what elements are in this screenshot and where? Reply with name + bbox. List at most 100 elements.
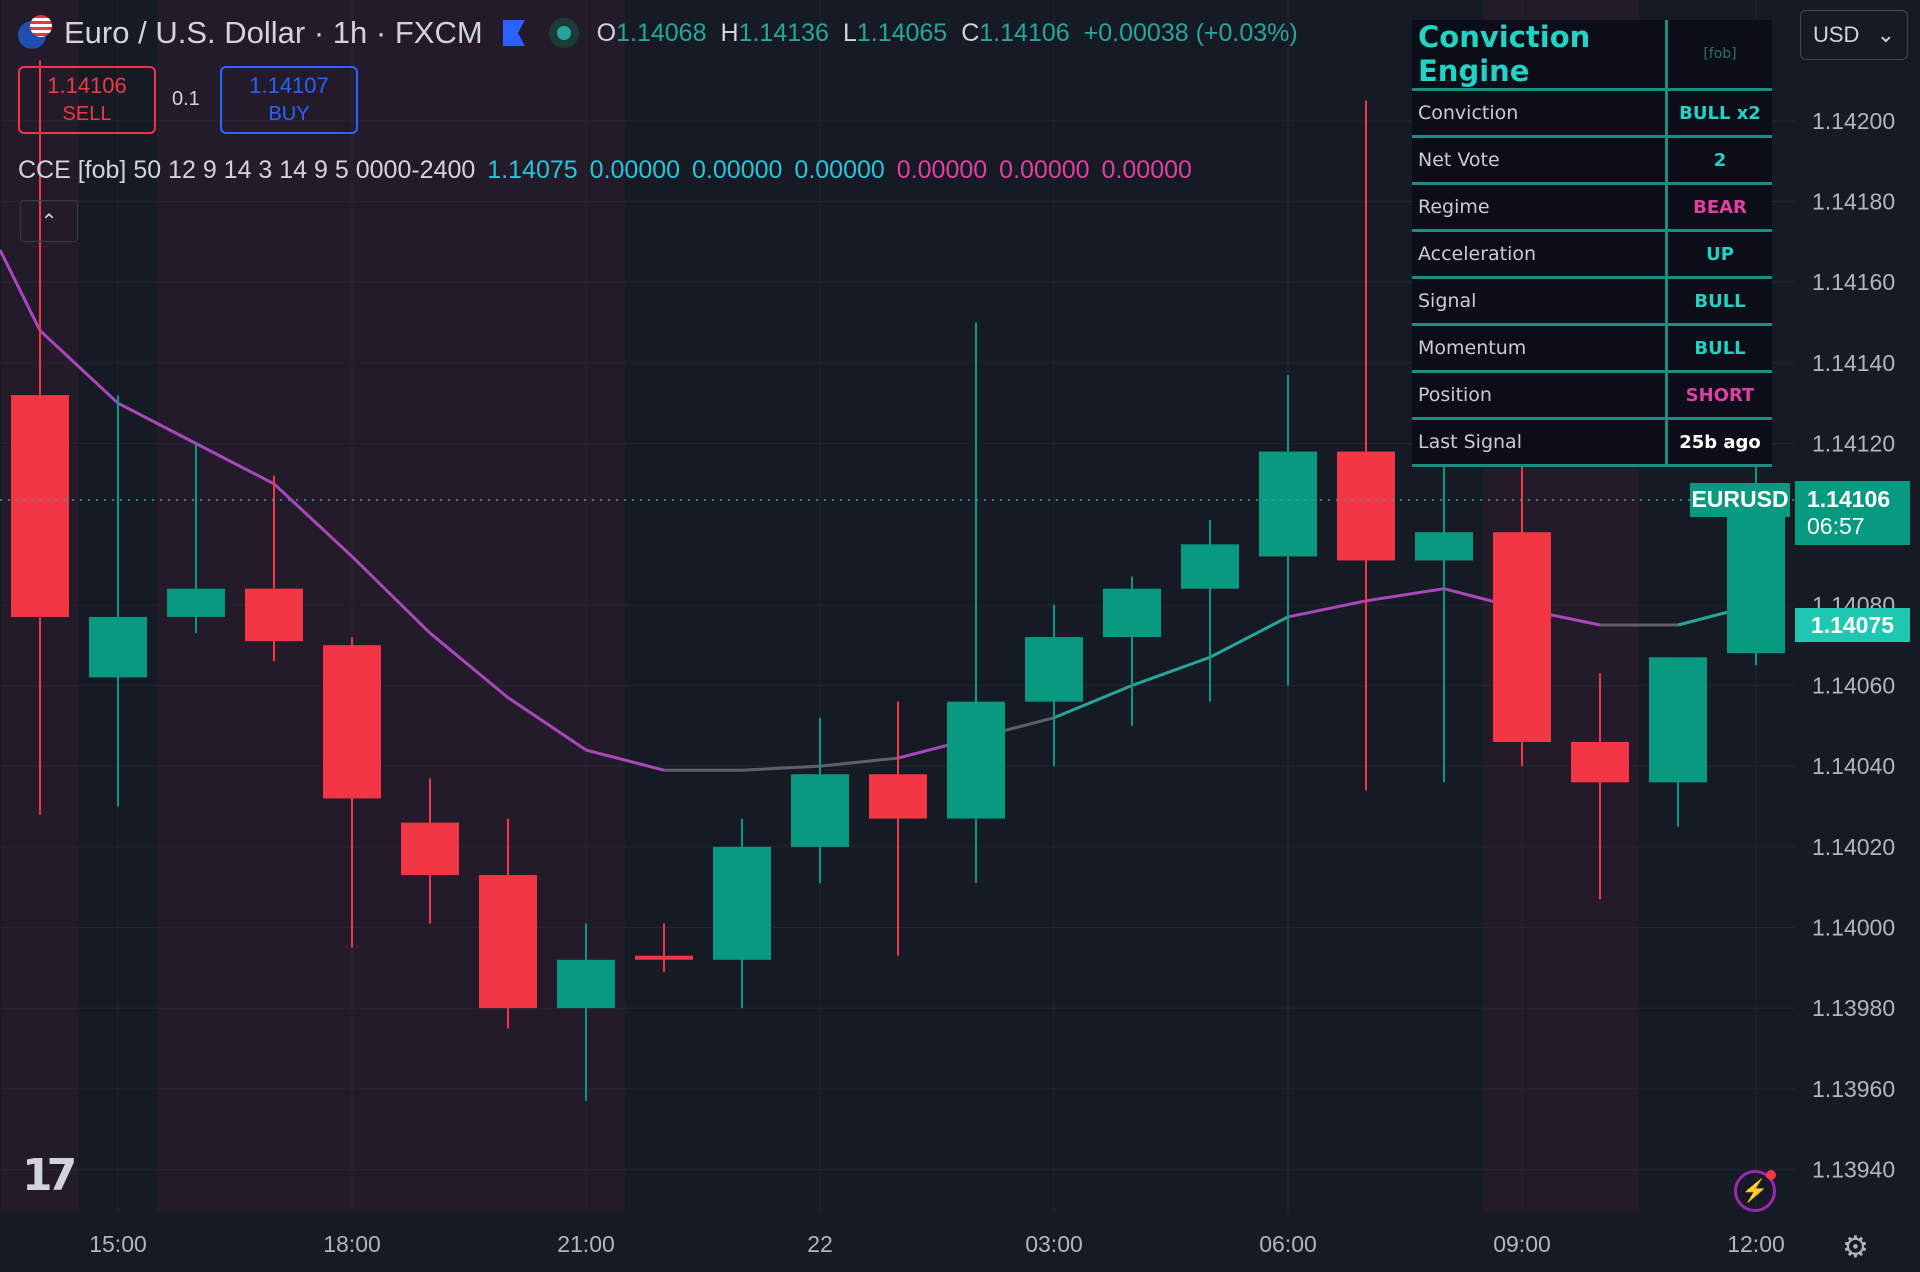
currency-selector[interactable]: USD ⌄ bbox=[1800, 10, 1908, 60]
table-row: Acceleration UP bbox=[1412, 230, 1772, 279]
sell-price: 1.14106 bbox=[47, 73, 127, 98]
candle-body bbox=[323, 645, 381, 799]
ma-segment bbox=[1287, 599, 1367, 619]
indicator-value: 0.00000 bbox=[1101, 156, 1192, 184]
candle-body bbox=[1415, 532, 1473, 561]
candle-body bbox=[1337, 451, 1395, 561]
price-tick-label: 1.14120 bbox=[1812, 431, 1895, 457]
table-title: Conviction Engine bbox=[1412, 20, 1668, 91]
last-price-tag: 1.14106 06:57 bbox=[1795, 480, 1910, 545]
candle-body bbox=[791, 774, 849, 847]
price-change: +0.00038 (+0.03%) bbox=[1083, 18, 1298, 47]
time-tick-label: 22 bbox=[807, 1231, 833, 1257]
time-tick-label: 15:00 bbox=[89, 1231, 147, 1257]
indicator-value: 1.14075 bbox=[487, 156, 578, 184]
ma-segment bbox=[585, 748, 665, 772]
price-tick-label: 1.13960 bbox=[1812, 1076, 1895, 1102]
time-tick-label: 12:00 bbox=[1727, 1231, 1785, 1257]
table-row: Momentum BULL bbox=[1412, 324, 1772, 373]
table-row: Signal BULL bbox=[1412, 277, 1772, 326]
buy-label: BUY bbox=[268, 103, 310, 125]
row-value: 25b ago bbox=[1666, 418, 1772, 467]
sell-button[interactable]: 1.14106 SELL bbox=[18, 66, 156, 134]
ma-segment bbox=[507, 696, 587, 752]
ma-segment bbox=[38, 329, 120, 405]
ma-segment bbox=[1365, 587, 1445, 603]
symbol-header: Euro / U.S. Dollar · 1h · FXCM O1.14068 … bbox=[18, 10, 1298, 56]
row-value: SHORT bbox=[1666, 371, 1772, 420]
time-tick-label: 21:00 bbox=[557, 1231, 615, 1257]
candle-body bbox=[1181, 544, 1239, 589]
tradingview-logo[interactable]: 17 bbox=[22, 1150, 77, 1201]
table-row: Net Vote 2 bbox=[1412, 136, 1772, 185]
price-tick-label: 1.14200 bbox=[1812, 108, 1895, 134]
row-label: Signal bbox=[1412, 277, 1668, 326]
table-row: Position SHORT bbox=[1412, 371, 1772, 420]
table-row: Last Signal 25b ago bbox=[1412, 418, 1772, 467]
candle-body bbox=[401, 822, 459, 876]
price-tick-label: 1.13980 bbox=[1812, 995, 1895, 1021]
ma-segment bbox=[429, 631, 509, 699]
symbol-price-tag: EURUSD bbox=[1690, 482, 1790, 517]
table-row: Regime BEAR bbox=[1412, 183, 1772, 232]
ma-segment bbox=[350, 555, 432, 635]
indicator-name[interactable]: CCE [fob] 50 12 9 14 3 14 9 5 0000-2400 bbox=[18, 156, 476, 184]
market-open-status-icon[interactable] bbox=[548, 18, 579, 48]
row-label: Regime bbox=[1412, 183, 1668, 232]
candle-body bbox=[1259, 451, 1317, 557]
price-tick-label: 1.14020 bbox=[1812, 834, 1895, 860]
time-tick-label: 18:00 bbox=[323, 1231, 381, 1257]
bookmark-flag-icon[interactable] bbox=[502, 20, 525, 46]
row-value: BEAR bbox=[1666, 183, 1772, 232]
row-label: Acceleration bbox=[1412, 230, 1668, 279]
candle-body bbox=[635, 955, 693, 960]
indicator-value: 0.00000 bbox=[794, 156, 885, 184]
ma-segment bbox=[819, 756, 899, 768]
collapse-legend-button[interactable]: ⌃ bbox=[20, 200, 78, 242]
row-value: 2 bbox=[1666, 136, 1772, 185]
price-tick-label: 1.14000 bbox=[1812, 915, 1895, 941]
candle-body bbox=[1103, 588, 1161, 638]
time-tick-label: 09:00 bbox=[1493, 1231, 1551, 1257]
candle-body bbox=[947, 701, 1005, 819]
eur-usd-flag-icon bbox=[18, 15, 54, 51]
ma-segment bbox=[1209, 615, 1289, 659]
candlesticks bbox=[11, 60, 1785, 1101]
price-axis: 1.14200 1.14180 1.14160 1.14140 1.14120 1.140… bbox=[1812, 108, 1895, 1183]
sell-label: SELL bbox=[62, 103, 112, 125]
buy-price: 1.14107 bbox=[249, 73, 329, 98]
price-tick-label: 1.14140 bbox=[1812, 350, 1895, 376]
indicator-value: 0.00000 bbox=[999, 156, 1090, 184]
indicator-legend[interactable]: CCE [fob] 50 12 9 14 3 14 9 5 0000-2400 … bbox=[18, 156, 1192, 185]
row-value: UP bbox=[1666, 230, 1772, 279]
gear-icon[interactable]: ⚙ bbox=[1842, 1231, 1869, 1264]
time-tick-label: 06:00 bbox=[1259, 1231, 1317, 1257]
candle-body bbox=[869, 774, 927, 819]
price-tick-label: 1.14180 bbox=[1812, 189, 1895, 215]
candle-body bbox=[89, 616, 147, 678]
ma-segment bbox=[117, 401, 197, 445]
candle-body bbox=[1571, 741, 1629, 783]
ma-segment bbox=[1053, 684, 1133, 720]
ma-segment bbox=[741, 764, 821, 772]
time-axis: 15:00 18:00 21:00 22 03:00 06:00 09:00 12:00 bbox=[89, 1231, 1785, 1257]
price-tick-label: 1.13940 bbox=[1812, 1157, 1895, 1183]
indicator-value: 0.00000 bbox=[692, 156, 783, 184]
candle-body bbox=[167, 588, 225, 617]
price-tick-label: 1.14060 bbox=[1812, 673, 1895, 699]
table-row: Conviction BULL x2 bbox=[1412, 89, 1772, 138]
row-label: Momentum bbox=[1412, 324, 1668, 373]
candle-body bbox=[557, 959, 615, 1009]
candle-body bbox=[1025, 637, 1083, 702]
buy-button[interactable]: 1.14107 BUY bbox=[220, 66, 358, 134]
candle-body bbox=[1493, 532, 1551, 742]
price-tick-label: 1.14040 bbox=[1812, 753, 1895, 779]
chevron-down-icon: ⌄ bbox=[1876, 22, 1895, 47]
ma-value-tag: 1.14075 bbox=[1795, 608, 1910, 642]
flash-icon[interactable]: ⚡ bbox=[1734, 1170, 1776, 1212]
row-label: Last Signal bbox=[1412, 418, 1668, 467]
candle-body bbox=[1727, 499, 1785, 654]
time-tick-label: 03:00 bbox=[1025, 1231, 1083, 1257]
symbol-title[interactable]: Euro / U.S. Dollar · 1h · FXCM bbox=[64, 15, 483, 50]
